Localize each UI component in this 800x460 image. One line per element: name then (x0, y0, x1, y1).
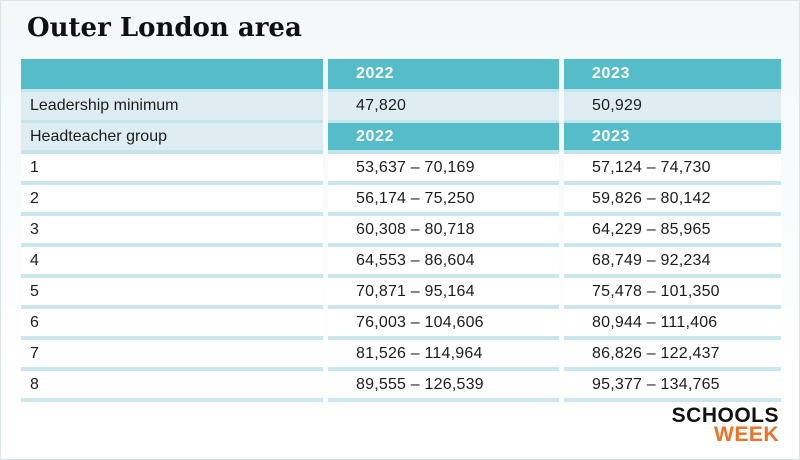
table-row-group-3: 3 60,308 – 80,718 64,229 – 85,965 (21, 216, 781, 247)
range-2022-cell: 64,553 – 86,604 (328, 247, 559, 278)
range-2022-cell: 81,526 – 114,964 (328, 340, 559, 371)
year-header-row: 2022 2023 (21, 59, 781, 92)
range-2022-cell: 60,308 – 80,718 (328, 216, 559, 247)
leadership-label-cell: Leadership minimum (21, 92, 323, 123)
page-title: Outer London area (27, 13, 302, 43)
table-row-group-5: 5 70,871 – 95,164 75,478 – 101,350 (21, 278, 781, 309)
group-number-cell: 6 (21, 309, 323, 340)
range-2023-cell: 64,229 – 85,965 (564, 216, 781, 247)
range-2022-cell: 76,003 – 104,606 (328, 309, 559, 340)
headteacher-group-header-row: Headteacher group 2022 2023 (21, 123, 781, 154)
table-row-group-8: 8 89,555 – 126,539 95,377 – 134,765 (21, 371, 781, 402)
range-2023-cell: 86,826 – 122,437 (564, 340, 781, 371)
group-header-label-cell: Headteacher group (21, 123, 323, 154)
range-2023-cell: 75,478 – 101,350 (564, 278, 781, 309)
group-number-cell: 7 (21, 340, 323, 371)
salary-table: 2022 2023 Leadership minimum 47,820 50,9… (21, 59, 781, 402)
range-2022-cell: 53,637 – 70,169 (328, 154, 559, 185)
group-number-cell: 8 (21, 371, 323, 402)
table-row-group-1: 1 53,637 – 70,169 57,124 – 74,730 (21, 154, 781, 185)
leadership-2023-value: 50,929 (564, 92, 781, 123)
header-2022-cell: 2022 (328, 59, 559, 92)
table-row-group-7: 7 81,526 – 114,964 86,826 – 122,437 (21, 340, 781, 371)
table-row-group-6: 6 76,003 – 104,606 80,944 – 111,406 (21, 309, 781, 340)
leadership-2022-value: 47,820 (328, 92, 559, 123)
leadership-minimum-row: Leadership minimum 47,820 50,929 (21, 92, 781, 123)
group-number-cell: 3 (21, 216, 323, 247)
range-2023-cell: 59,826 – 80,142 (564, 185, 781, 216)
group-header-2022-cell: 2022 (328, 123, 559, 154)
range-2023-cell: 95,377 – 134,765 (564, 371, 781, 402)
group-number-cell: 5 (21, 278, 323, 309)
range-2023-cell: 68,749 – 92,234 (564, 247, 781, 278)
logo-week-text: WEEK (714, 423, 779, 446)
group-number-cell: 4 (21, 247, 323, 278)
range-2022-cell: 70,871 – 95,164 (328, 278, 559, 309)
schools-week-logo: SCHOOLS WEEK (672, 405, 779, 445)
table-row-group-4: 4 64,553 – 86,604 68,749 – 92,234 (21, 247, 781, 278)
range-2023-cell: 57,124 – 74,730 (564, 154, 781, 185)
table-row-group-2: 2 56,174 – 75,250 59,826 – 80,142 (21, 185, 781, 216)
range-2022-cell: 56,174 – 75,250 (328, 185, 559, 216)
logo-schools-text: SCHOOLS (671, 404, 779, 427)
header-blank-cell (21, 59, 323, 92)
header-2023-cell: 2023 (564, 59, 781, 92)
group-number-cell: 2 (21, 185, 323, 216)
range-2023-cell: 80,944 – 111,406 (564, 309, 781, 340)
range-2022-cell: 89,555 – 126,539 (328, 371, 559, 402)
group-number-cell: 1 (21, 154, 323, 185)
group-header-2023-cell: 2023 (564, 123, 781, 154)
